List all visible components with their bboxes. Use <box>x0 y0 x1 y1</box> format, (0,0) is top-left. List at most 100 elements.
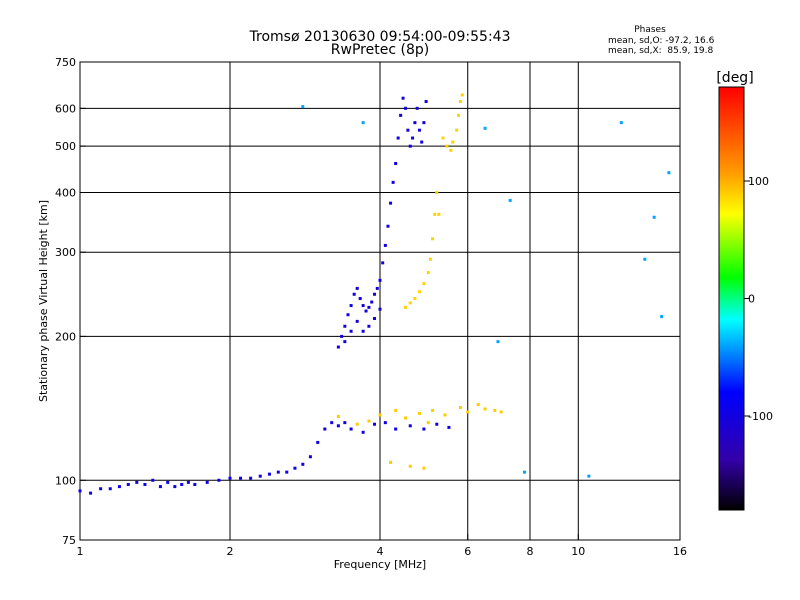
data-point <box>386 224 390 228</box>
data-point <box>367 324 371 328</box>
data-point <box>417 290 421 294</box>
data-point <box>523 470 527 474</box>
y-tick-label: 750 <box>55 56 76 69</box>
y-tick-label: 400 <box>55 186 76 199</box>
stats-o-mode: mean, sd,O: -97.2, 16.6 <box>608 36 715 46</box>
data-point <box>403 416 407 420</box>
data-point <box>483 407 487 411</box>
data-point <box>652 215 656 219</box>
data-point <box>413 297 417 301</box>
data-point <box>383 421 387 425</box>
y-tick-label: 200 <box>55 330 76 343</box>
data-point <box>619 121 623 125</box>
stats-x-mode: mean, sd,X: 85.9, 19.8 <box>608 46 714 56</box>
data-point <box>117 485 121 489</box>
data-point <box>358 297 362 301</box>
data-point <box>367 305 371 309</box>
data-point <box>445 144 449 148</box>
colorbar-ticks: 100 0 -100 <box>744 175 773 423</box>
data-point <box>180 482 184 486</box>
data-point <box>411 136 415 140</box>
data-point <box>408 301 412 305</box>
chart-subtitle: RwPretec (8p) <box>331 42 429 58</box>
data-point <box>417 128 421 132</box>
data-point <box>422 121 426 125</box>
data-point <box>343 324 347 328</box>
x-tick-label: 6 <box>464 545 471 558</box>
data-point <box>126 482 130 486</box>
y-tick-label: 100 <box>55 474 76 487</box>
data-point <box>417 411 421 415</box>
colorbar <box>718 86 745 511</box>
data-point <box>415 106 419 110</box>
y-axis-label: Stationary phase Virtual Height [km] <box>37 200 50 402</box>
colorbar-tick-label: -100 <box>748 410 773 423</box>
data-point <box>336 345 340 349</box>
data-point <box>355 422 359 426</box>
data-point <box>308 455 312 459</box>
colorbar-label: [deg] <box>716 70 753 86</box>
data-point <box>249 476 253 480</box>
data-point <box>205 480 209 484</box>
data-point <box>316 440 320 444</box>
grid-lines <box>80 62 680 540</box>
data-point <box>431 237 435 241</box>
y-tick-label: 300 <box>55 246 76 259</box>
data-point <box>355 286 359 290</box>
data-point <box>267 472 271 476</box>
x-tick-label: 10 <box>571 545 585 558</box>
data-point <box>660 315 664 319</box>
x-tick-label: 1 <box>77 545 84 558</box>
data-point <box>378 413 382 417</box>
data-point <box>496 340 500 344</box>
axis-ticks: 1 2 4 6 8 10 16 75 100 200 300 400 500 600 750 <box>55 56 687 558</box>
data-point <box>587 474 591 478</box>
data-point <box>399 113 403 117</box>
data-point <box>361 430 365 434</box>
data-point <box>383 243 387 247</box>
data-point <box>396 136 400 140</box>
data-point <box>458 405 462 409</box>
data-point <box>293 466 297 470</box>
data-point <box>370 300 374 304</box>
data-point <box>349 329 353 333</box>
data-point <box>239 476 243 480</box>
data-point <box>437 212 441 216</box>
data-point <box>667 171 671 175</box>
data-point <box>403 305 407 309</box>
data-point <box>476 403 480 407</box>
data-point <box>435 190 439 194</box>
data-point <box>403 106 407 110</box>
data-point <box>422 427 426 431</box>
data-point <box>373 316 377 320</box>
data-point <box>158 485 162 489</box>
data-point <box>457 113 461 117</box>
data-point <box>173 485 177 489</box>
data-point <box>258 474 262 478</box>
data-point <box>378 278 382 282</box>
data-points <box>78 93 671 495</box>
data-point <box>451 140 455 144</box>
y-tick-label: 600 <box>55 102 76 115</box>
data-point <box>458 100 462 104</box>
data-point <box>301 462 305 466</box>
data-point <box>361 304 365 308</box>
data-point <box>422 282 426 286</box>
y-tick-label: 75 <box>62 534 76 547</box>
data-point <box>336 424 340 428</box>
y-tick-label: 500 <box>55 140 76 153</box>
x-tick-label: 2 <box>227 545 234 558</box>
stats-title: Phases <box>634 25 666 35</box>
data-point <box>424 100 428 104</box>
data-point <box>143 482 147 486</box>
data-point <box>394 427 398 431</box>
data-point <box>364 309 368 313</box>
data-point <box>389 460 393 464</box>
data-point <box>428 257 432 261</box>
data-point <box>389 201 393 205</box>
data-point <box>323 427 327 431</box>
data-point <box>394 161 398 165</box>
data-point <box>336 414 340 418</box>
data-point <box>483 126 487 130</box>
